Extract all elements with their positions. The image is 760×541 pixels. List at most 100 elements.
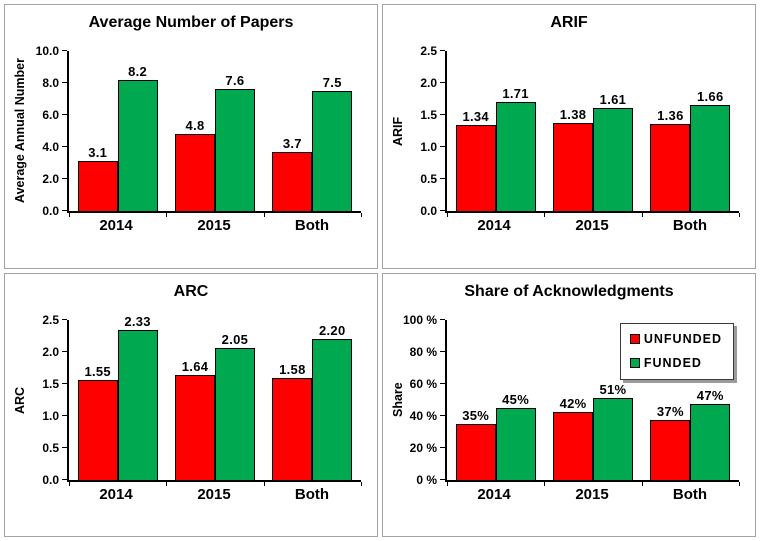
x-tick-mark	[544, 481, 546, 486]
bar-funded: 2.33	[117, 314, 158, 480]
bar-value-label: 37%	[656, 404, 684, 420]
x-tick-mark	[263, 481, 265, 486]
x-tick-mark	[361, 213, 362, 217]
category-label-2015: 2015	[197, 217, 231, 234]
bar-value-label: 35%	[462, 407, 490, 423]
x-tick-mark	[447, 481, 448, 486]
y-tick-label: 2.0	[420, 76, 437, 90]
y-tick-label: 2.0	[42, 172, 59, 186]
x-tick-mark	[361, 481, 362, 486]
category-label-2014: 2014	[477, 217, 511, 234]
chart-panel-arif: ARIF ARIF 0.0 0.5 1.0 1.5 2.0 2.5 1.34 1.71 1.38 1.…	[382, 4, 756, 269]
x-tick-mark	[69, 481, 70, 486]
bar-funded: 45%	[495, 392, 536, 480]
y-tick-mark	[440, 318, 445, 320]
legend-label: UNFUNDED	[643, 331, 722, 346]
bar-unfunded: 1.34	[455, 109, 496, 211]
x-tick-mark	[69, 213, 70, 217]
bar-value-label: 1.55	[84, 364, 111, 380]
y-axis-title: ARC	[13, 385, 27, 414]
x-axis-labels: 2014 2015 Both	[445, 486, 739, 503]
bar-value-label: 2.05	[221, 332, 249, 348]
category-label-2015: 2015	[575, 485, 609, 503]
chart-panel-average-papers: Average Number of Papers Average Annual N…	[4, 4, 378, 269]
bar-value-label: 4.8	[185, 118, 205, 134]
x-tick-mark	[739, 213, 740, 217]
chart-panel-arc: ARC ARC 0.0 0.5 1.0 1.5 2.0 2.5 1.55 2.33 1.64 2.05…	[4, 272, 378, 537]
category-label-both: Both	[672, 217, 708, 234]
y-tick-mark	[440, 478, 445, 480]
x-tick-mark	[641, 213, 643, 217]
y-tick-label: 1.0	[420, 140, 437, 154]
x-tick-mark	[166, 213, 168, 217]
y-tick-label: 80 %	[409, 344, 437, 359]
bar-value-label: 2.20	[318, 322, 346, 338]
y-tick-mark	[62, 146, 67, 147]
y-axis-title: Average Annual Number	[13, 58, 27, 204]
bar-unfunded: 3.1	[77, 145, 118, 211]
bar-unfunded: 42%	[553, 396, 593, 480]
chart-panel-share-acknowledgments: Share of Acknowledgments Share 0 % 20 % 40 %…	[382, 272, 756, 537]
bar-value-label: 7.6	[225, 73, 245, 89]
plot-area: 0.0 2.0 4.0 6.0 8.0 10.0 3.1 8.2 4.8 7.6 3.7 7.5	[36, 44, 362, 218]
bar-value-label: 1.64	[181, 358, 209, 374]
y-tick-mark	[62, 50, 67, 51]
bar-funded: 1.66	[690, 89, 731, 211]
y-tick-label: 10.0	[35, 44, 59, 58]
y-tick-mark	[440, 178, 445, 179]
plot-area: 0.0 0.5 1.0 1.5 2.0 2.5 1.55 2.33 1.64 2.05 1.58 2.…	[42, 313, 362, 487]
bar-unfunded: 4.8	[175, 118, 215, 211]
bar-value-label: 1.36	[657, 107, 684, 123]
category-label-2014: 2014	[99, 485, 133, 503]
bar-value-label: 3.1	[88, 145, 108, 161]
bar-unfunded: 1.38	[553, 107, 593, 211]
y-tick-mark	[440, 82, 445, 83]
bar-funded: 1.71	[495, 86, 536, 211]
y-tick-mark	[62, 382, 67, 384]
y-tick-mark	[440, 382, 445, 384]
bar-value-label: 1.58	[279, 362, 306, 378]
x-axis-labels: 2014 2015 Both	[67, 217, 361, 234]
category-label-2015: 2015	[197, 485, 231, 503]
category-label-both: Both	[672, 485, 708, 503]
y-tick-mark	[62, 114, 67, 115]
legend-label: FUNDED	[643, 355, 702, 370]
bar-unfunded: 35%	[455, 408, 496, 480]
y-tick-mark	[440, 146, 445, 147]
bar-value-label: 47%	[696, 388, 724, 404]
x-tick-mark	[544, 213, 546, 217]
y-tick-mark	[440, 50, 445, 51]
bar-funded: 2.05	[214, 332, 255, 480]
chart-title: Average Number of Papers	[88, 14, 294, 31]
bar-unfunded: 37%	[650, 404, 691, 480]
category-label-2015: 2015	[575, 217, 609, 234]
y-tick-mark	[62, 210, 67, 211]
y-tick-mark	[62, 318, 67, 320]
bar-group: 1.55 2.33	[69, 314, 166, 480]
bar-group: 3.7 7.5	[264, 51, 361, 211]
y-tick-label: 20 %	[409, 440, 437, 455]
category-label-both: Both	[294, 485, 330, 503]
y-tick-mark	[62, 82, 67, 83]
y-tick-label: 2.5	[420, 44, 437, 58]
y-tick-label: 60 %	[409, 376, 437, 391]
bar-funded: 2.20	[312, 323, 353, 480]
bar-unfunded: 3.7	[272, 136, 313, 211]
y-tick-label: 0.5	[42, 440, 59, 455]
bar-funded: 51%	[592, 382, 633, 480]
bar-group: 1.64 2.05	[166, 320, 263, 480]
legend-item: UNFUNDED	[629, 331, 722, 346]
legend-item: FUNDED	[629, 355, 722, 370]
bar-group: 1.34 1.71	[447, 51, 544, 211]
bar-unfunded: 1.55	[77, 364, 118, 480]
bar-funded: 7.5	[312, 75, 353, 211]
y-axis-title: Share	[391, 382, 405, 417]
bar-value-label: 1.71	[502, 85, 529, 101]
y-tick-label: 6.0	[42, 108, 59, 122]
y-tick-label: 0 %	[416, 472, 437, 487]
y-tick-label: 1.5	[420, 108, 437, 122]
bar-value-label: 2.33	[124, 314, 151, 330]
y-tick-label: 2.0	[42, 344, 59, 359]
bar-value-label: 51%	[599, 381, 627, 397]
